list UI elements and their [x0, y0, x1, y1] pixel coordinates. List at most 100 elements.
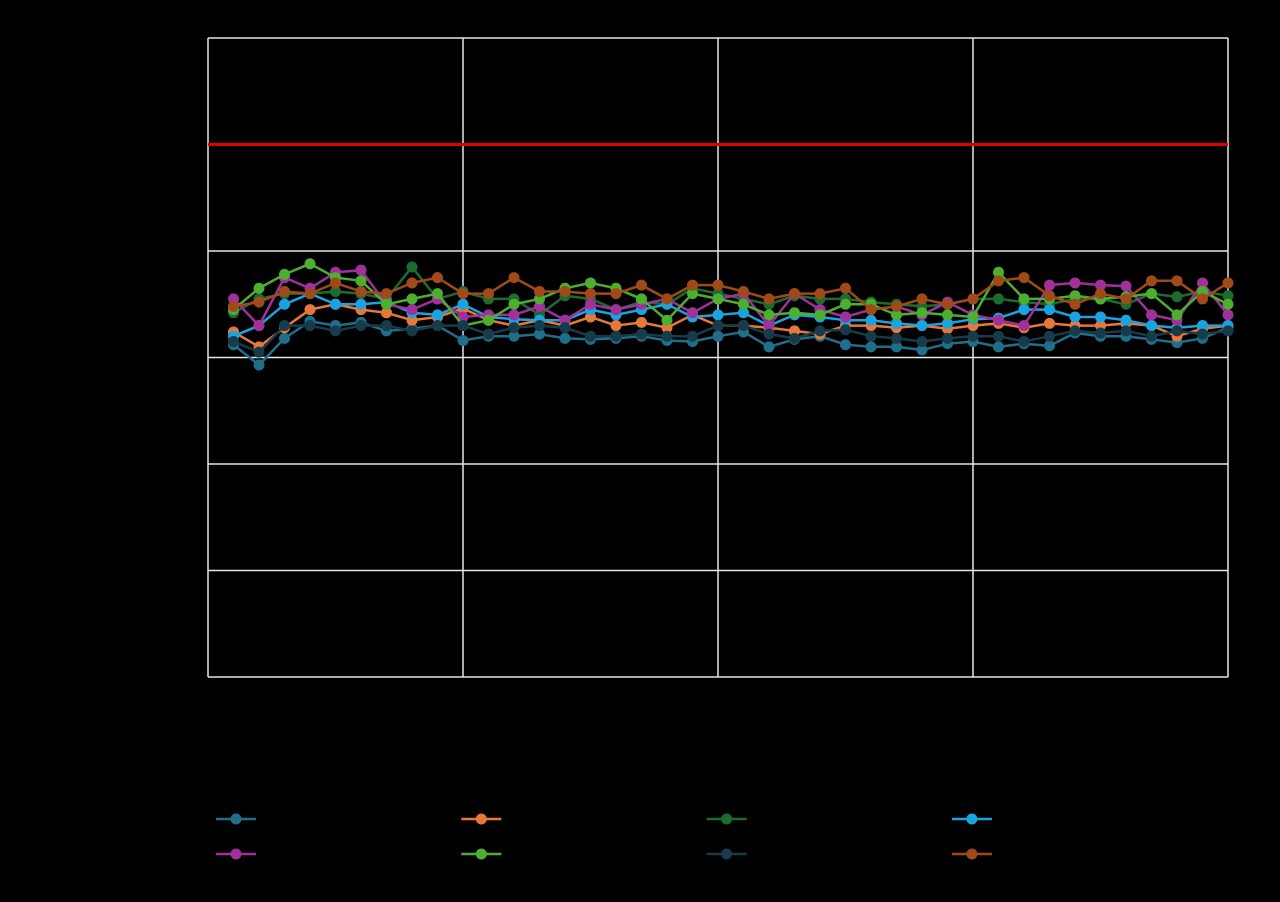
data-point	[916, 307, 928, 319]
data-point	[1120, 293, 1132, 305]
data-point	[636, 316, 647, 328]
data-point	[763, 293, 775, 305]
data-point	[1120, 325, 1132, 337]
data-point	[1120, 280, 1132, 292]
data-point	[304, 304, 316, 316]
data-point	[457, 288, 469, 300]
data-point	[1171, 275, 1183, 287]
data-point	[1222, 277, 1234, 289]
data-point	[916, 344, 928, 356]
legend-marker	[475, 848, 487, 860]
data-point	[993, 266, 1004, 278]
data-point	[712, 309, 724, 321]
data-point	[865, 314, 877, 326]
data-point	[330, 325, 341, 337]
data-point	[355, 298, 367, 310]
data-point	[432, 309, 443, 321]
data-point	[381, 320, 392, 332]
data-point	[840, 298, 851, 310]
data-point	[1171, 309, 1183, 321]
data-point	[865, 341, 877, 353]
data-point	[1044, 304, 1055, 316]
legend-marker	[475, 813, 487, 825]
data-point	[636, 328, 647, 340]
legend-marker	[230, 848, 242, 860]
data-point	[508, 330, 520, 342]
series-line	[233, 324, 1229, 354]
data-point	[610, 320, 622, 332]
data-point	[712, 330, 724, 342]
data-point	[381, 288, 392, 300]
legend-item	[951, 813, 992, 825]
legend-marker	[230, 813, 242, 825]
data-point	[1222, 309, 1234, 321]
data-point	[304, 320, 316, 332]
legend-item	[951, 848, 992, 860]
data-point	[559, 285, 571, 297]
data-point	[483, 288, 494, 300]
data-point	[738, 298, 749, 310]
data-point	[712, 320, 724, 332]
data-point	[738, 307, 749, 319]
data-point	[1171, 325, 1183, 337]
data-point	[406, 277, 418, 289]
data-point	[279, 268, 290, 280]
data-point	[687, 307, 698, 319]
data-point	[891, 317, 902, 329]
data-point	[1120, 314, 1132, 326]
data-point	[483, 328, 494, 340]
data-point	[1095, 327, 1106, 339]
data-point	[508, 298, 520, 310]
data-point	[1146, 288, 1157, 300]
data-point	[687, 288, 698, 300]
data-point	[1197, 320, 1208, 332]
legend-item	[216, 813, 256, 825]
data-point	[891, 341, 902, 353]
data-point	[993, 341, 1004, 353]
data-point	[1171, 291, 1183, 303]
data-point	[1146, 320, 1157, 332]
data-point	[942, 309, 953, 321]
data-point	[432, 288, 443, 300]
data-point	[483, 314, 494, 326]
data-point	[1146, 309, 1157, 321]
data-point	[432, 272, 443, 284]
data-point	[1095, 311, 1106, 323]
data-point	[1146, 330, 1157, 342]
data-point	[457, 320, 469, 332]
data-point	[406, 325, 418, 337]
data-point	[916, 293, 928, 305]
data-point	[304, 258, 316, 270]
data-point	[1044, 279, 1055, 291]
data-point	[789, 332, 800, 344]
data-point	[534, 320, 545, 332]
data-point	[457, 334, 469, 346]
data-point	[559, 322, 571, 334]
series-line	[233, 276, 1229, 311]
legend-marker	[966, 813, 978, 825]
data-point	[942, 298, 953, 310]
data-point	[1069, 311, 1081, 323]
data-point	[330, 285, 341, 297]
data-point	[993, 314, 1004, 326]
legend-item	[216, 848, 256, 860]
data-point	[610, 288, 622, 300]
data-point	[253, 320, 265, 332]
data-point	[585, 298, 596, 310]
data-point	[1044, 340, 1055, 352]
data-point	[585, 288, 596, 300]
data-point	[253, 282, 265, 294]
data-point	[993, 275, 1004, 287]
series-line	[232, 268, 1229, 328]
data-point	[1018, 336, 1030, 348]
data-point	[253, 296, 265, 308]
data-point	[355, 264, 367, 276]
data-point	[916, 336, 928, 348]
data-point	[610, 330, 622, 342]
data-point	[865, 330, 877, 342]
data-point	[942, 332, 953, 344]
data-point	[253, 359, 265, 371]
data-point	[610, 304, 622, 316]
data-point	[661, 293, 673, 305]
